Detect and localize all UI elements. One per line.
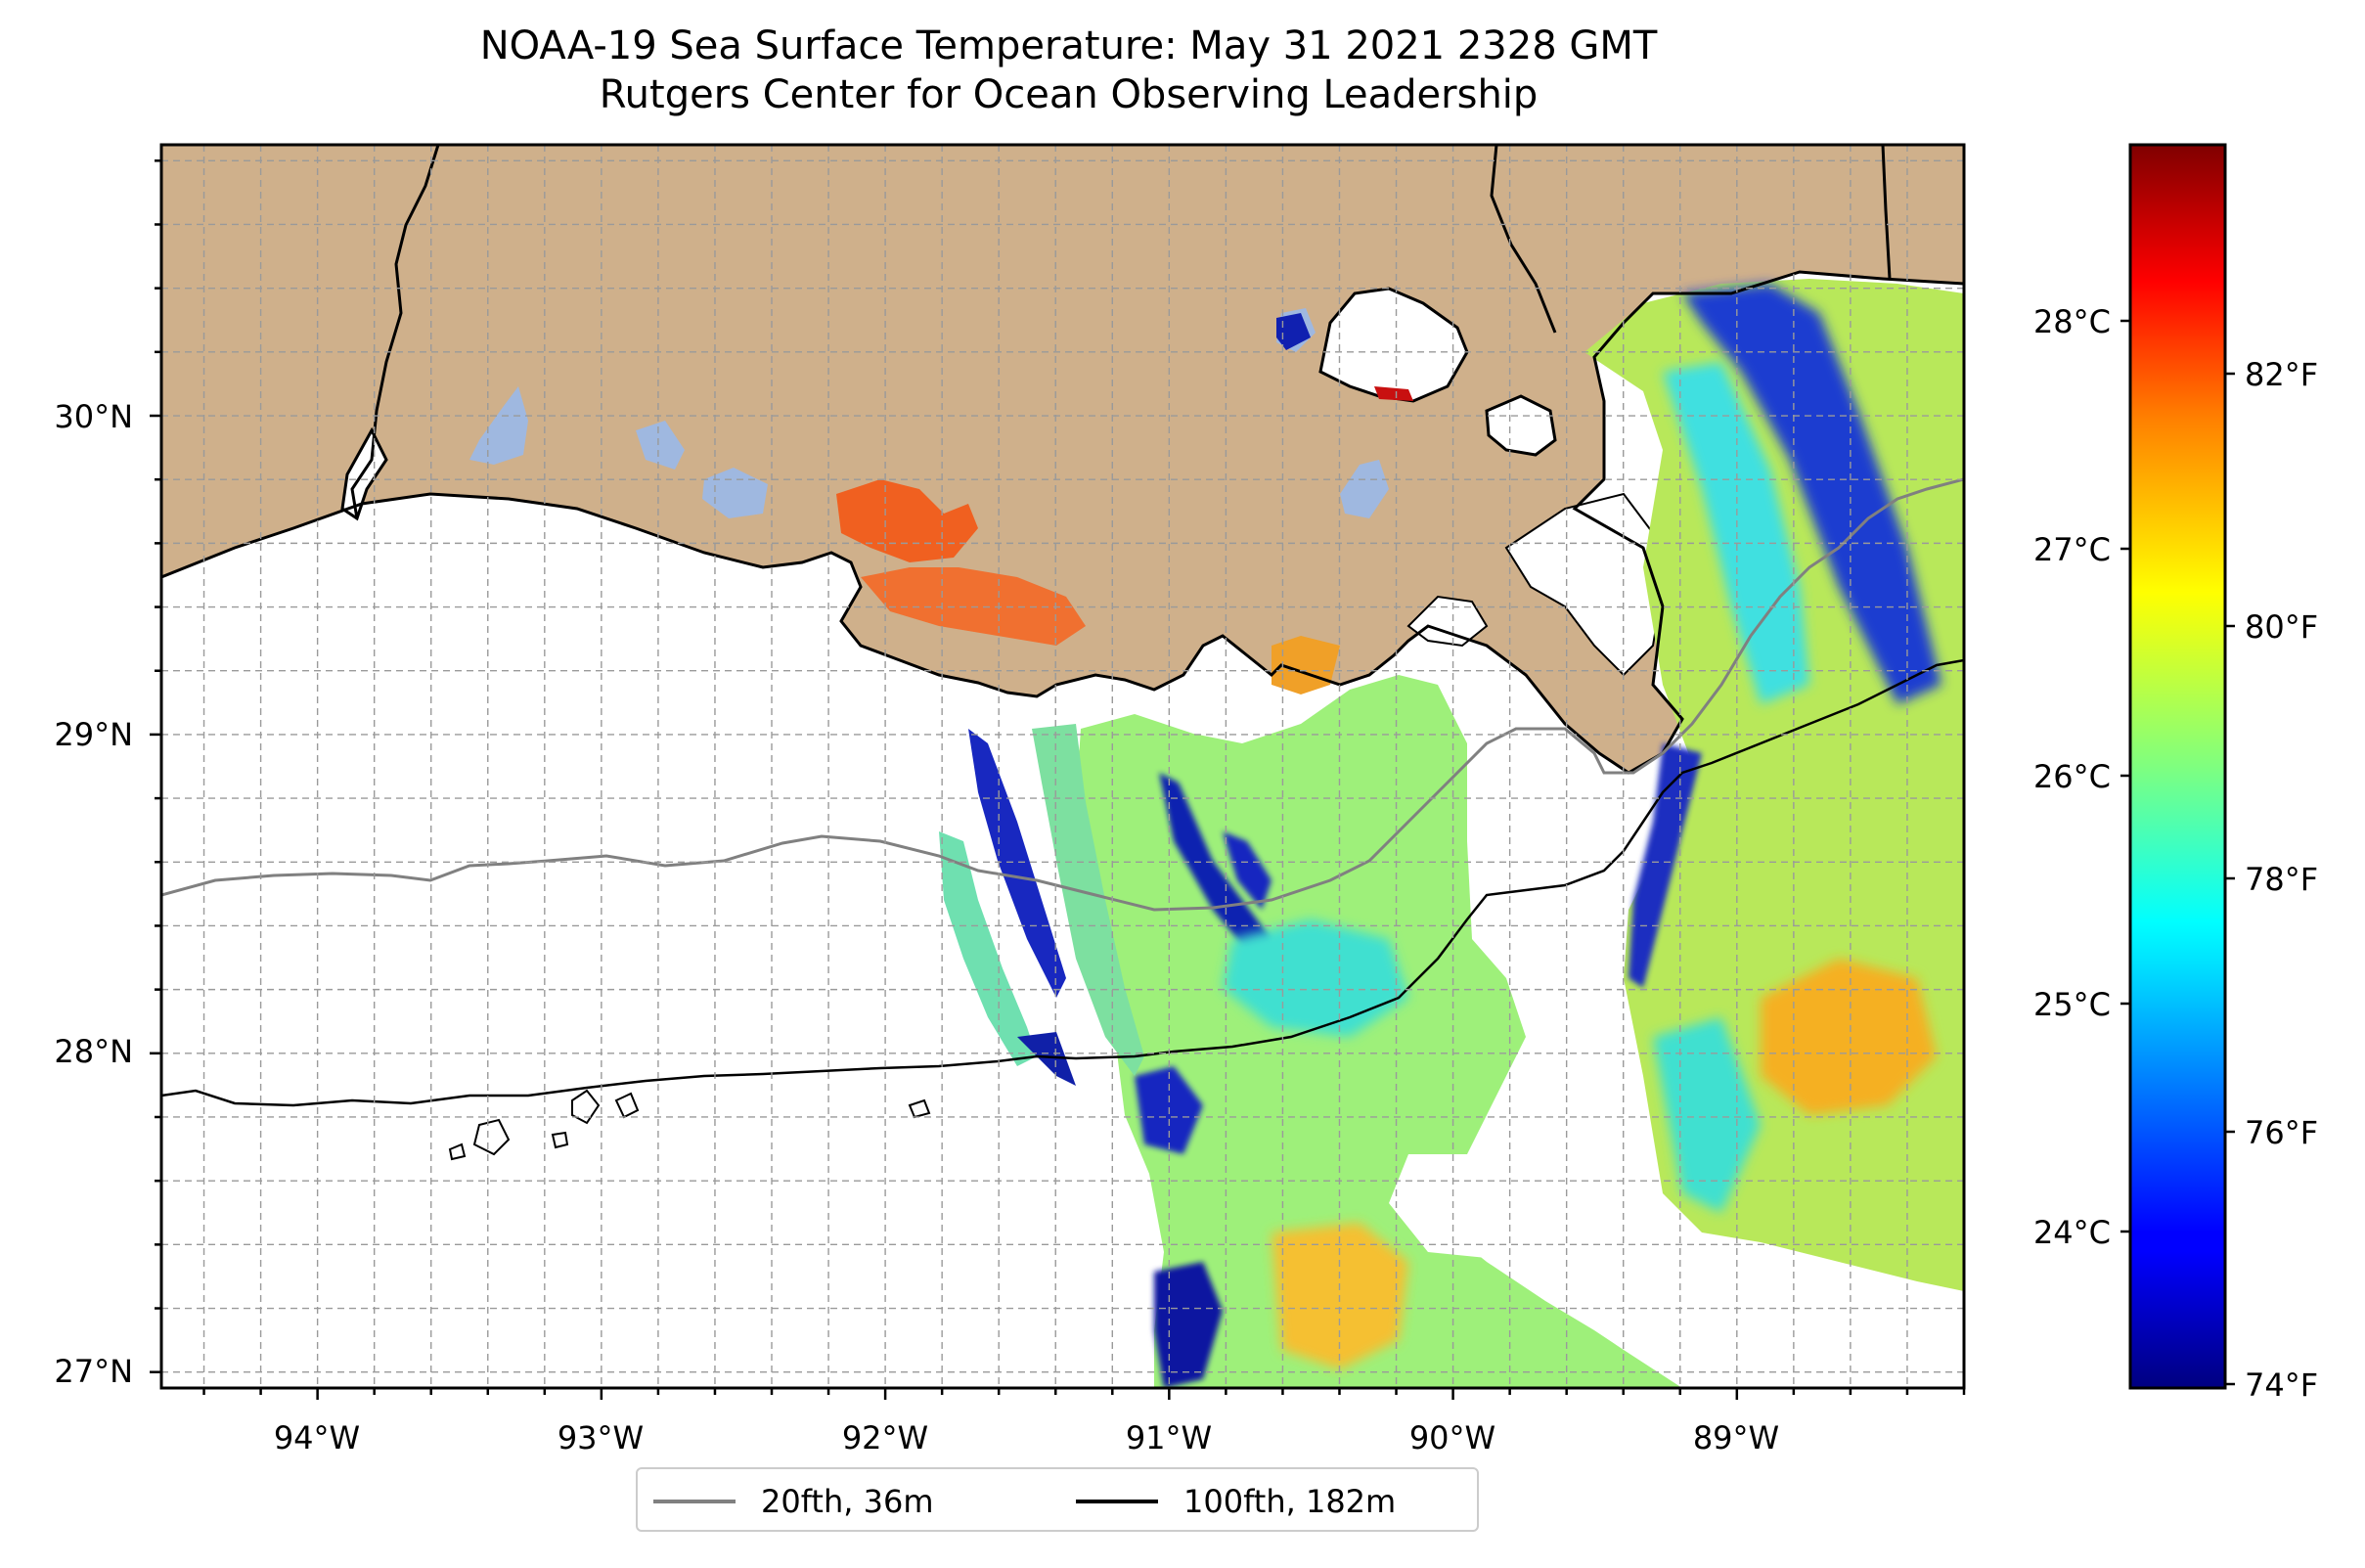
sst-central-cyan-band bbox=[1223, 919, 1408, 1037]
colorbar-c-label-26: 26°C bbox=[2033, 758, 2111, 795]
lat-label-28n: 28°N bbox=[54, 1033, 133, 1070]
axis-ticks bbox=[150, 159, 1966, 1400]
legend-swatch-100fth bbox=[1076, 1500, 1158, 1503]
colorbar-gradient bbox=[2130, 145, 2225, 1388]
colorbar-f-label-76: 76°F bbox=[2245, 1114, 2318, 1151]
colorbar-c-label-28: 28°C bbox=[2033, 303, 2111, 340]
sst-coastal-warm-west bbox=[836, 479, 978, 562]
lon-label-93w: 93°W bbox=[558, 1419, 644, 1456]
lon-label-89w: 89°W bbox=[1693, 1419, 1779, 1456]
state-border-west bbox=[350, 145, 440, 519]
lon-label-92w: 92°W bbox=[842, 1419, 928, 1456]
sst-west-finger-4 bbox=[1017, 1032, 1076, 1086]
map-frame bbox=[159, 143, 1966, 1390]
colorbar: 24°C 25°C 26°C 27°C 28°C 74°F 76°F 78°F … bbox=[2033, 143, 2318, 1404]
contour-layer bbox=[161, 145, 1964, 1161]
inland-lake-2 bbox=[636, 421, 685, 470]
lat-axis-labels: 27°N 28°N 29°N 30°N bbox=[54, 398, 133, 1390]
sst-east-cyan-band bbox=[1663, 362, 1809, 704]
map-content bbox=[161, 145, 1964, 1388]
legend-entry-100fth: 100fth, 182m bbox=[1076, 1469, 1396, 1534]
sst-west-finger-3 bbox=[939, 831, 1037, 1066]
terrebonne-bay-area bbox=[1406, 595, 1489, 648]
legend-label-20fth: 20fth, 36m bbox=[761, 1483, 934, 1520]
west-island-cluster bbox=[448, 1089, 931, 1161]
legend-entry-20fth: 20fth, 36m bbox=[653, 1469, 933, 1534]
sst-east-cold-edge bbox=[1629, 743, 1702, 988]
lon-label-91w: 91°W bbox=[1126, 1419, 1212, 1456]
lake-borgne bbox=[1485, 394, 1557, 457]
lat-label-30n: 30°N bbox=[54, 398, 133, 435]
sst-west-finger-2 bbox=[968, 729, 1066, 998]
sst-data-layer bbox=[836, 279, 1964, 1388]
colorbar-f-label-74: 74°F bbox=[2245, 1366, 2318, 1404]
inland-lake-4 bbox=[1340, 460, 1389, 518]
contour-20fth bbox=[161, 477, 1964, 912]
colorbar-frame bbox=[2128, 143, 2227, 1390]
chart-title: NOAA-19 Sea Surface Temperature: May 31 … bbox=[479, 23, 1658, 68]
inland-lake-1 bbox=[469, 386, 528, 465]
contour-100fth bbox=[161, 658, 1964, 1107]
lat-label-29n: 29°N bbox=[54, 716, 133, 753]
colorbar-f-label-78: 78°F bbox=[2245, 861, 2318, 898]
inland-lake-3 bbox=[702, 468, 768, 518]
colorbar-f-label-82: 82°F bbox=[2245, 356, 2318, 393]
colorbar-f-label-80: 80°F bbox=[2245, 608, 2318, 646]
sst-east-cold-band bbox=[1682, 284, 1941, 704]
legend-swatch-20fth bbox=[653, 1500, 736, 1503]
sst-east-warm-patch bbox=[1761, 959, 1937, 1115]
lon-axis-labels: 94°W 93°W 92°W 91°W 90°W 89°W bbox=[274, 1419, 1779, 1456]
lake-pontchartrain bbox=[1318, 287, 1469, 403]
chart-title-block: NOAA-19 Sea Surface Temperature: May 31 … bbox=[0, 22, 2137, 119]
sst-central-cold-streak-4 bbox=[1154, 1262, 1223, 1388]
legend-label-100fth: 100fth, 182m bbox=[1183, 1483, 1397, 1520]
sst-central-cold-streak-2 bbox=[1223, 831, 1272, 910]
map-gridlines bbox=[161, 145, 1965, 1388]
land-mass bbox=[161, 145, 1964, 773]
colorbar-c-label-27: 27°C bbox=[2033, 531, 2111, 568]
lat-label-27n: 27°N bbox=[54, 1353, 133, 1390]
colorbar-ticks bbox=[2120, 319, 2235, 1386]
sst-west-finger-1 bbox=[1032, 724, 1144, 1076]
coastline bbox=[161, 270, 1964, 775]
state-border-east bbox=[1490, 145, 1557, 334]
state-border-ms-al bbox=[1881, 145, 1892, 280]
sst-central-region bbox=[1076, 675, 1682, 1388]
sst-coastal-cold-spot bbox=[1276, 313, 1311, 350]
sst-central-cold-streak-1 bbox=[1159, 773, 1272, 968]
lon-label-90w: 90°W bbox=[1409, 1419, 1495, 1456]
chart-subtitle: Rutgers Center for Ocean Observing Leade… bbox=[599, 72, 1539, 117]
lon-label-94w: 94°W bbox=[274, 1419, 360, 1456]
colorbar-c-label-24: 24°C bbox=[2033, 1214, 2111, 1251]
sst-coastal-hot-spot bbox=[1374, 386, 1413, 401]
colorbar-c-label-25: 25°C bbox=[2033, 986, 2111, 1023]
contour-legend: 20fth, 36m 100fth, 182m bbox=[636, 1467, 1479, 1532]
